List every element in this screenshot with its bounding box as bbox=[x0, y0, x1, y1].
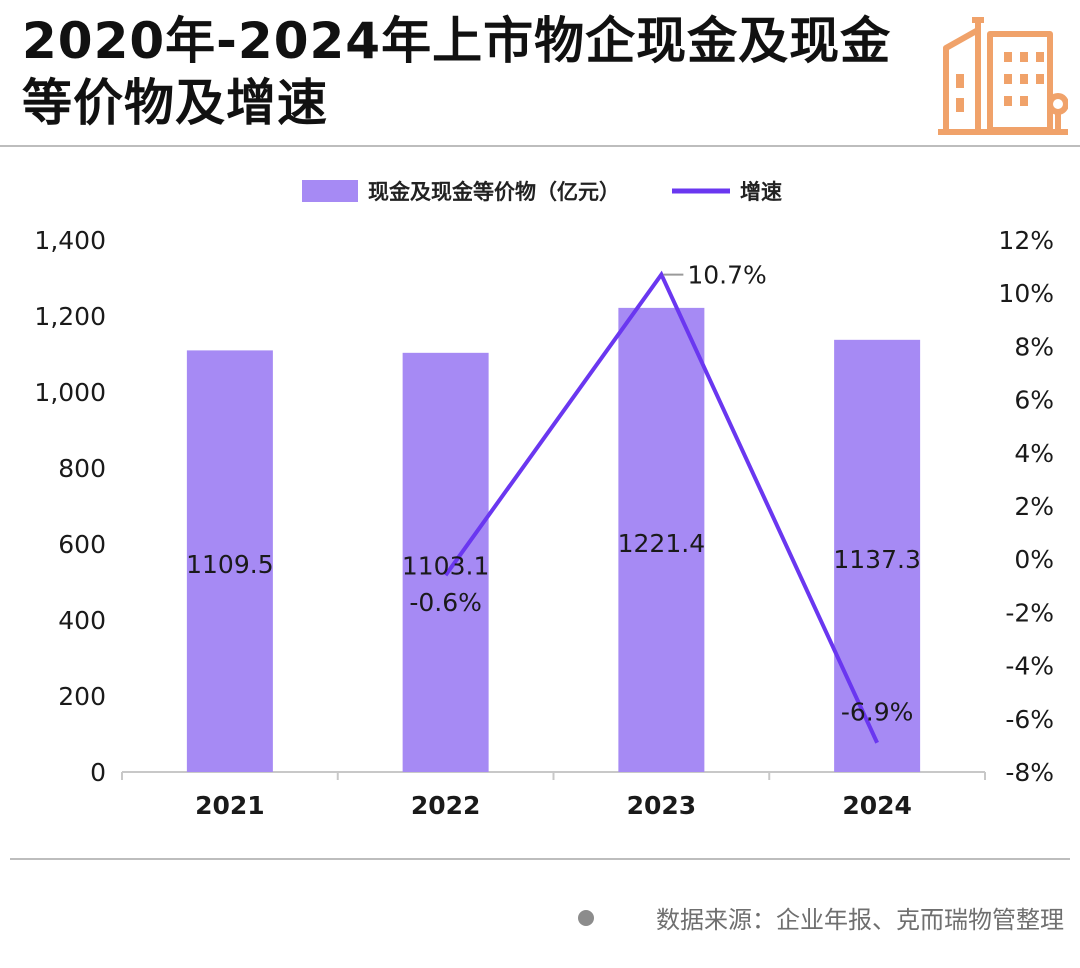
y-right-tick-label: 2% bbox=[1014, 492, 1054, 521]
header-divider bbox=[0, 145, 1080, 147]
y-right-tick-label: 10% bbox=[998, 279, 1054, 308]
footer-divider bbox=[10, 858, 1070, 860]
y-left-tick-label: 0 bbox=[90, 758, 106, 787]
legend-label-line: 增速 bbox=[740, 180, 782, 204]
y-right-tick-label: 8% bbox=[1014, 332, 1054, 361]
bar bbox=[834, 339, 921, 772]
y-right-tick-label: 12% bbox=[998, 226, 1054, 255]
y-right-tick-label: 0% bbox=[1014, 545, 1054, 574]
bar-value-label: 1103.1 bbox=[402, 551, 489, 580]
source-note: 数据来源：企业年报、克而瑞物管整理 bbox=[578, 900, 1064, 935]
y-left-tick-label: 200 bbox=[58, 682, 106, 711]
legend: 现金及现金等价物（亿元） 增速 bbox=[302, 180, 782, 204]
growth-value-label: -6.9% bbox=[841, 698, 914, 727]
y-left-tick-label: 1,400 bbox=[34, 226, 106, 255]
x-category-label: 2023 bbox=[627, 791, 697, 820]
x-category-label: 2021 bbox=[195, 791, 265, 820]
bullet-dot-icon bbox=[578, 909, 594, 926]
x-category-label: 2024 bbox=[842, 791, 912, 820]
page-title: 2020年-2024年上市物企现金及现金等价物及增速 bbox=[22, 12, 892, 132]
y-left-tick-label: 800 bbox=[58, 454, 106, 483]
building-logo-icon bbox=[938, 17, 1068, 135]
y-right-tick-label: 6% bbox=[1014, 386, 1054, 415]
y-left-tick-label: 1,200 bbox=[34, 302, 106, 331]
bar bbox=[186, 350, 273, 772]
y-right-tick-label: -2% bbox=[1005, 598, 1054, 627]
bar-value-label: 1221.4 bbox=[618, 529, 705, 558]
bar bbox=[402, 352, 489, 772]
y-left-tick-label: 400 bbox=[58, 606, 106, 635]
bar-value-label: 1137.3 bbox=[833, 545, 920, 574]
legend-label-bar: 现金及现金等价物（亿元） bbox=[368, 180, 620, 204]
legend-swatch-bar bbox=[302, 180, 358, 202]
growth-value-label: -0.6% bbox=[409, 588, 482, 617]
x-category-label: 2022 bbox=[411, 791, 481, 820]
growth-value-label: 10.7% bbox=[687, 261, 766, 290]
growth-line bbox=[444, 270, 879, 744]
y-right-tick-label: -6% bbox=[1005, 705, 1054, 734]
y-left-tick-label: 1,000 bbox=[34, 378, 106, 407]
y-left-tick-label: 600 bbox=[58, 530, 106, 559]
y-right-tick-label: -4% bbox=[1005, 652, 1054, 681]
source-text: 数据来源：企业年报、克而瑞物管整理 bbox=[656, 906, 1064, 934]
bar-value-label: 1109.5 bbox=[186, 550, 273, 579]
cash-growth-chart: 现金及现金等价物（亿元） 增速 0 200 400 600 800 1,000 1,200 1… bbox=[34, 180, 1054, 820]
bar bbox=[618, 307, 705, 772]
y-right-tick-label: 4% bbox=[1014, 439, 1054, 468]
y-right-tick-label: -8% bbox=[1005, 758, 1054, 787]
